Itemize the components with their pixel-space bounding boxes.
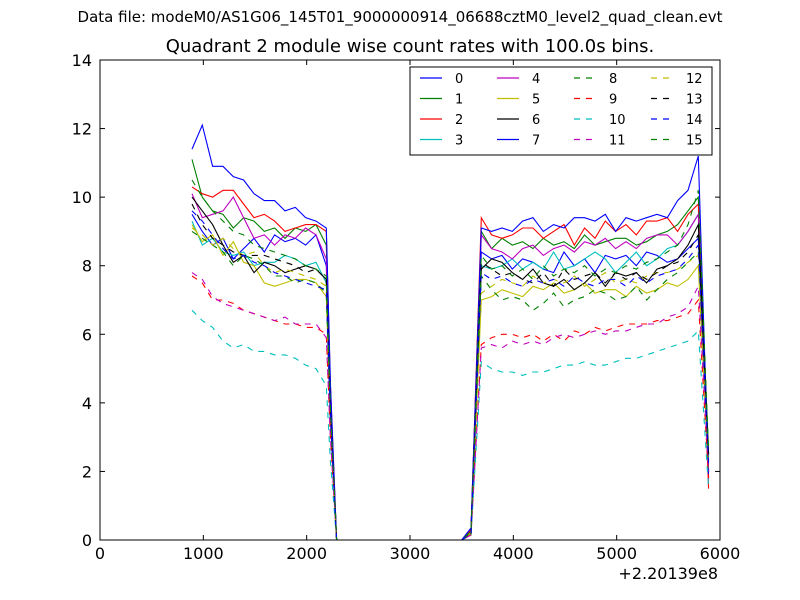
y-tick-label: 8 xyxy=(82,257,92,276)
series-line-12 xyxy=(191,227,710,541)
legend-label-15: 15 xyxy=(686,134,703,149)
y-tick-label: 0 xyxy=(82,531,92,550)
legend-label-10: 10 xyxy=(609,113,626,128)
series-line-9 xyxy=(191,275,710,541)
figure-suptitle: Data file: modeM0/AS1G06_145T01_90000009… xyxy=(77,8,723,26)
x-offset-label: +2.20139e8 xyxy=(618,564,718,583)
legend-label-13: 13 xyxy=(686,93,703,108)
series-line-2 xyxy=(191,186,710,541)
series-line-13 xyxy=(191,203,710,541)
x-tick-label: 4000 xyxy=(493,544,534,563)
legend-label-9: 9 xyxy=(609,93,617,108)
y-tick-label: 10 xyxy=(72,188,92,207)
y-tick-label: 12 xyxy=(72,120,92,139)
series-line-6 xyxy=(191,196,710,541)
series-line-1 xyxy=(191,159,710,541)
y-tick-label: 2 xyxy=(82,462,92,481)
legend-label-1: 1 xyxy=(455,93,463,108)
series-line-11 xyxy=(191,272,710,541)
x-tick-label: 3000 xyxy=(390,544,431,563)
legend-label-14: 14 xyxy=(686,113,703,128)
series-line-10 xyxy=(191,309,710,541)
series-line-8 xyxy=(191,230,710,541)
legend-label-6: 6 xyxy=(532,113,540,128)
x-tick-label: 0 xyxy=(95,544,105,563)
series-line-4 xyxy=(191,193,710,541)
series-line-14 xyxy=(191,210,710,541)
y-tick-label: 14 xyxy=(72,51,92,70)
legend-label-0: 0 xyxy=(455,72,463,87)
x-tick-label: 2000 xyxy=(286,544,327,563)
series-lines xyxy=(191,123,710,541)
legend-label-5: 5 xyxy=(532,93,540,108)
x-tick-label: 1000 xyxy=(183,544,224,563)
legend-label-7: 7 xyxy=(532,134,540,149)
legend-label-3: 3 xyxy=(455,134,463,149)
x-tick-label: 6000 xyxy=(700,544,741,563)
series-line-5 xyxy=(191,224,710,541)
legend-label-2: 2 xyxy=(455,113,463,128)
series-line-7 xyxy=(191,123,710,541)
y-tick-label: 4 xyxy=(82,394,92,413)
y-tick-label: 6 xyxy=(82,325,92,344)
legend-label-4: 4 xyxy=(532,72,540,87)
legend-label-8: 8 xyxy=(609,72,617,87)
legend-label-12: 12 xyxy=(686,72,703,87)
series-line-15 xyxy=(191,179,710,541)
legend-label-11: 11 xyxy=(609,134,626,149)
x-tick-label: 5000 xyxy=(596,544,637,563)
chart-title: Quadrant 2 module wise count rates with … xyxy=(165,36,655,57)
series-line-0 xyxy=(191,214,710,541)
series-line-3 xyxy=(191,212,710,541)
legend-box xyxy=(409,66,713,156)
